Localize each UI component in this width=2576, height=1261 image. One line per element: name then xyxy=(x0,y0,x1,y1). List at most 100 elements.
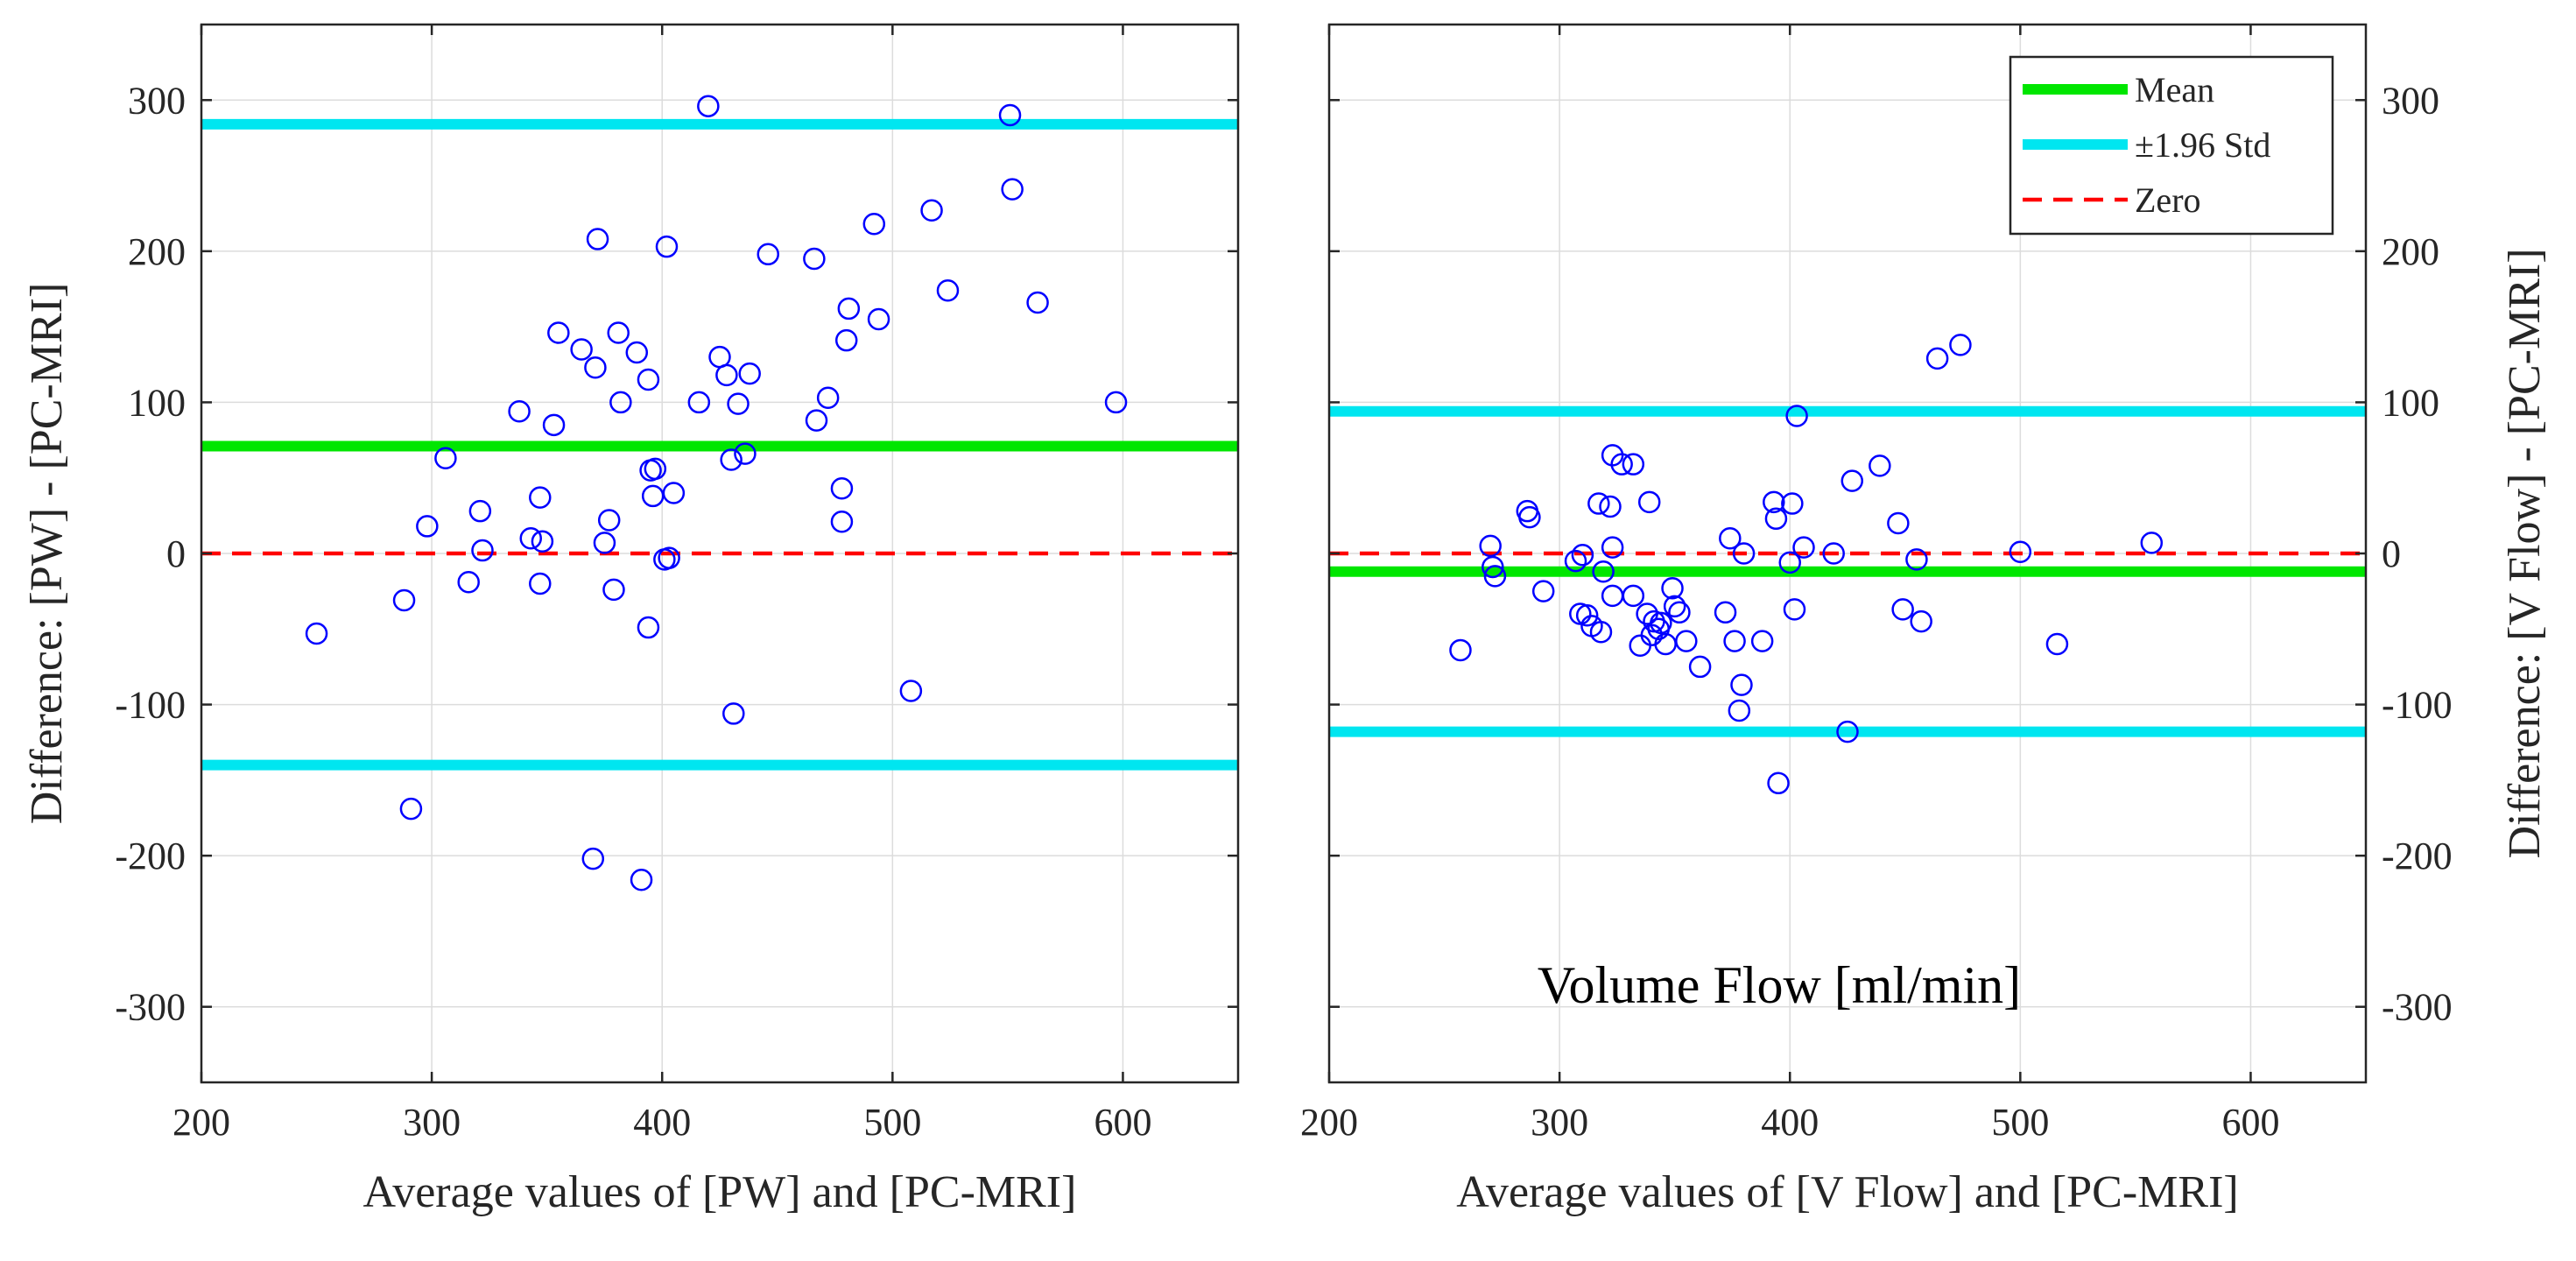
data-point xyxy=(1592,560,1615,583)
x-tick-label: 200 xyxy=(172,1101,230,1144)
data-point xyxy=(625,341,649,364)
data-point xyxy=(722,702,745,725)
data-point xyxy=(644,457,667,481)
y-tick-label: -300 xyxy=(115,986,186,1029)
x-tick-label: 300 xyxy=(403,1101,461,1144)
data-point xyxy=(727,392,750,415)
data-point xyxy=(2140,532,2164,554)
data-point xyxy=(508,400,531,423)
data-point xyxy=(715,363,738,387)
x-tick-label: 400 xyxy=(1761,1101,1819,1144)
y-tick-label: 200 xyxy=(2382,230,2439,273)
data-point xyxy=(936,278,960,302)
data-point xyxy=(1599,495,1622,518)
data-point xyxy=(1723,630,1746,652)
data-point xyxy=(531,530,554,553)
data-point xyxy=(597,509,621,532)
data-point xyxy=(1518,505,1541,529)
y-axis-label: Difference: [V Flow] - [PC-MRI] xyxy=(2500,248,2550,858)
data-point xyxy=(757,243,780,266)
data-point xyxy=(570,338,593,361)
data-point xyxy=(1663,595,1686,618)
data-point xyxy=(1730,673,1753,696)
data-point xyxy=(1601,536,1624,559)
data-point xyxy=(1571,543,1594,567)
y-tick-label: -100 xyxy=(115,684,186,727)
data-point xyxy=(1589,620,1613,644)
data-point xyxy=(720,448,743,471)
data-point xyxy=(830,477,854,500)
data-point xyxy=(519,526,542,550)
y-tick-label: 200 xyxy=(128,230,186,273)
x-tick-label: 400 xyxy=(633,1101,691,1144)
y-tick-label: -200 xyxy=(115,835,186,877)
legend-zero-label: Zero xyxy=(2135,180,2201,220)
data-point xyxy=(1531,580,1555,602)
data-point xyxy=(1719,526,1742,550)
data-point xyxy=(1891,598,1914,621)
data-point xyxy=(593,532,616,554)
data-point xyxy=(529,572,552,595)
data-point xyxy=(830,511,854,533)
x-axis-label: Average values of [V Flow] and [PC-MRI] xyxy=(1456,1167,2238,1217)
data-point xyxy=(1781,492,1804,515)
data-point xyxy=(542,413,566,437)
data-point xyxy=(305,622,328,645)
data-point xyxy=(468,499,492,523)
x-tick-label: 500 xyxy=(863,1101,921,1144)
data-point xyxy=(862,213,886,236)
y-tick-label: -100 xyxy=(2382,684,2453,727)
data-point xyxy=(434,447,457,470)
data-point xyxy=(687,391,711,414)
y-tick-label: -300 xyxy=(2382,986,2453,1029)
data-point xyxy=(1610,453,1633,476)
data-point xyxy=(399,797,423,821)
data-point xyxy=(416,515,439,538)
data-point xyxy=(1449,638,1472,662)
y-tick-label: 100 xyxy=(128,381,186,424)
right-panel-vflow: 200 300 400 500 600 -300 -200 -100 0 100 200 300 Ave… xyxy=(1300,23,2550,1217)
data-point xyxy=(1905,548,1928,571)
y-tick-label: 300 xyxy=(2382,79,2439,122)
legend-std-label: ±1.96 Std xyxy=(2135,125,2270,165)
data-point xyxy=(1483,565,1507,588)
data-point xyxy=(602,578,625,602)
data-point xyxy=(1728,699,1751,722)
data-point xyxy=(471,539,494,562)
data-point xyxy=(1482,555,1504,579)
data-point xyxy=(1622,453,1645,476)
data-point xyxy=(1763,490,1785,514)
data-point xyxy=(630,869,653,891)
data-point xyxy=(1910,609,1932,633)
data-point xyxy=(1750,630,1774,652)
data-point xyxy=(655,235,679,258)
data-point xyxy=(738,362,761,385)
data-point xyxy=(1668,601,1691,624)
data-point xyxy=(899,680,923,702)
data-point xyxy=(1767,771,1790,795)
data-point xyxy=(1622,584,1645,608)
data-point xyxy=(457,571,480,594)
data-point xyxy=(837,297,861,321)
panel-annotation: Volume Flow [ml/min] xyxy=(1538,956,2021,1014)
y-tick-label: 300 xyxy=(128,79,186,122)
data-point xyxy=(816,386,840,410)
left-panel-pw: 200 300 400 500 600 -300 -200 -100 0 100 200 300 Ave… xyxy=(22,23,1240,1217)
y-tick-label: 100 xyxy=(2382,381,2439,424)
data-point xyxy=(529,486,552,509)
data-point xyxy=(1026,291,1049,314)
data-point xyxy=(734,442,757,465)
data-point xyxy=(803,247,826,271)
data-point xyxy=(1925,347,1949,370)
data-point xyxy=(834,328,858,352)
data-point xyxy=(1822,542,1845,565)
data-point xyxy=(920,199,943,222)
legend-mean-label: Mean xyxy=(2135,70,2214,109)
data-point xyxy=(2045,632,2069,656)
y-tick-label: 0 xyxy=(2382,532,2401,575)
x-tick-label: 200 xyxy=(1300,1101,1358,1144)
x-tick-label: 500 xyxy=(1991,1101,2049,1144)
data-point xyxy=(998,103,1022,127)
data-point xyxy=(1792,536,1815,559)
data-point xyxy=(1661,576,1684,600)
